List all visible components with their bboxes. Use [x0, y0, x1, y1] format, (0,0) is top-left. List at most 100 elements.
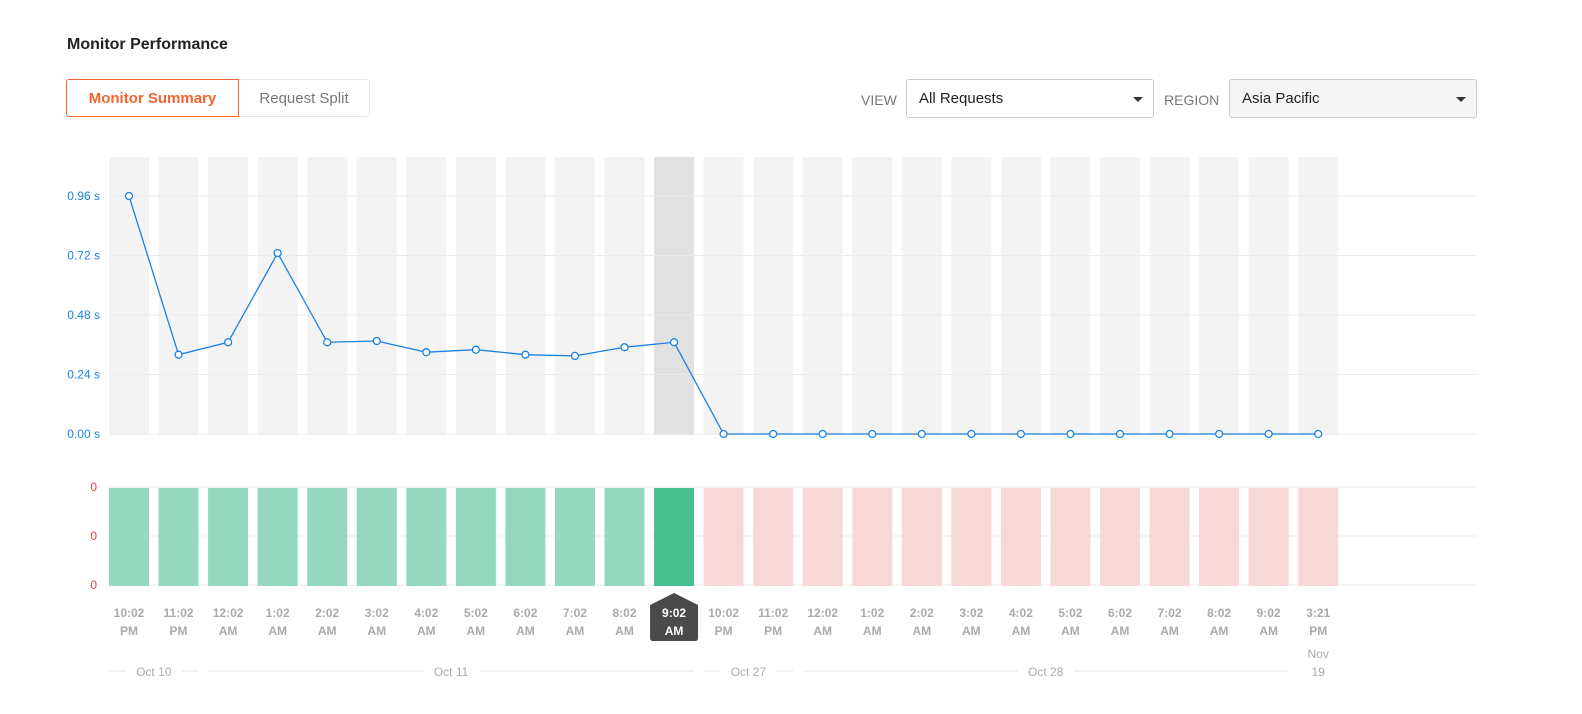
tab-request-split[interactable]: Request Split [239, 79, 370, 117]
x-tick-ampm: AM [566, 624, 585, 638]
x-tick-time: 11:02 [758, 606, 788, 620]
data-point [917, 429, 926, 439]
status-bar-down [1050, 488, 1091, 586]
column-background [1050, 157, 1091, 435]
region-select-value: Asia Pacific [1242, 90, 1320, 107]
data-point [620, 343, 629, 352]
column-background [109, 157, 149, 435]
status-bar-down [1000, 488, 1041, 586]
status-bar-up [654, 488, 695, 586]
view-select[interactable]: All Requests [906, 79, 1154, 118]
x-tick-time: 8:02 [612, 606, 636, 620]
tab-monitor-summary[interactable]: Monitor Summary [66, 79, 239, 117]
status-bar-down [753, 488, 794, 586]
x-tick-ampm: AM [318, 624, 337, 638]
data-point [1214, 429, 1224, 439]
x-tick-time: 9:02 [1257, 606, 1281, 620]
x-tick-ampm: PM [170, 624, 188, 638]
data-point [1115, 429, 1125, 439]
x-tick-ampm: AM [1160, 624, 1179, 638]
x-tick-time: 3:02 [365, 606, 389, 620]
date-label: 19 [1312, 665, 1326, 679]
data-point [769, 429, 778, 439]
caret-down-icon [1456, 97, 1466, 102]
data-point [1066, 429, 1075, 439]
x-tick-ampm: AM [962, 624, 981, 638]
view-label: VIEW [861, 92, 897, 108]
x-tick-ampm: AM [268, 624, 287, 638]
column-background [852, 157, 893, 435]
status-bar-down [1149, 488, 1190, 586]
column-background [703, 157, 744, 435]
status-bar-down [852, 488, 893, 586]
x-tick-time: 5:02 [1058, 606, 1082, 620]
data-point [372, 336, 381, 346]
caret-down-icon [1133, 97, 1143, 102]
tab-group: Monitor Summary Request Split [66, 79, 370, 117]
status-bar-down [901, 488, 942, 586]
data-point [868, 429, 877, 439]
x-tick-ampm: AM [1210, 624, 1229, 638]
region-select[interactable]: Asia Pacific [1229, 79, 1477, 118]
x-tick-ampm: AM [1111, 624, 1130, 638]
column-background [455, 157, 496, 435]
x-tick-ampm: PM [715, 624, 733, 638]
column-background [356, 157, 397, 435]
status-bar-up [257, 488, 298, 586]
column-background [406, 157, 447, 435]
status-bar-up [109, 488, 149, 586]
status-bar-up [356, 488, 397, 586]
status-bar-down [1199, 488, 1240, 586]
column-background [505, 157, 546, 435]
data-point [174, 350, 183, 359]
x-tick-time: 4:02 [414, 606, 438, 620]
data-point [1264, 429, 1273, 439]
region-label: REGION [1164, 92, 1220, 108]
x-tick-ampm: PM [1309, 624, 1327, 638]
column-background [1100, 157, 1140, 435]
status-bar-up [554, 488, 595, 586]
x-tick-time: 4:02 [1009, 606, 1033, 620]
status-bar-down [703, 488, 744, 586]
y-tick-label: 0.96 s [67, 189, 100, 203]
date-label: Oct 27 [731, 665, 767, 679]
x-tick-time: 1:02 [266, 606, 290, 620]
x-tick-time: 1:02 [860, 606, 884, 620]
status-bar-down [1298, 488, 1339, 586]
page-title: Monitor Performance [67, 36, 228, 53]
data-point [1016, 429, 1026, 439]
data-point [124, 191, 134, 201]
status-bar-up [208, 488, 249, 586]
x-tick-ampm: PM [120, 624, 138, 638]
column-background [554, 157, 595, 435]
column-background [307, 157, 348, 435]
status-bar-down [1100, 488, 1140, 586]
x-tick-ampm: AM [467, 624, 486, 638]
y-tick-label: 0.00 s [67, 427, 100, 441]
column-background [802, 157, 843, 435]
y-tick-label: 0.72 s [67, 249, 100, 263]
data-point [719, 429, 728, 439]
column-background [158, 157, 199, 435]
x-tick-time: 5:02 [464, 606, 488, 620]
x-tick-ampm: AM [1012, 624, 1031, 638]
column-background [1199, 157, 1240, 435]
status-tick-label: 0 [90, 480, 97, 494]
column-background [901, 157, 942, 435]
x-tick-time: 2:02 [315, 606, 339, 620]
data-point [521, 350, 530, 359]
x-tick-ampm: AM [1259, 624, 1278, 638]
x-tick-time: 7:02 [1158, 606, 1182, 620]
column-background [753, 157, 794, 435]
data-point [273, 248, 282, 258]
column-background [208, 157, 249, 435]
x-tick-ampm: AM [912, 624, 931, 638]
status-bar-up [505, 488, 546, 586]
x-tick-ampm: AM [665, 624, 684, 638]
column-background [1000, 157, 1041, 435]
x-tick-ampm: AM [417, 624, 436, 638]
x-tick-time: 6:02 [513, 606, 537, 620]
x-tick-time: 11:02 [164, 606, 194, 620]
data-point [1165, 429, 1174, 439]
